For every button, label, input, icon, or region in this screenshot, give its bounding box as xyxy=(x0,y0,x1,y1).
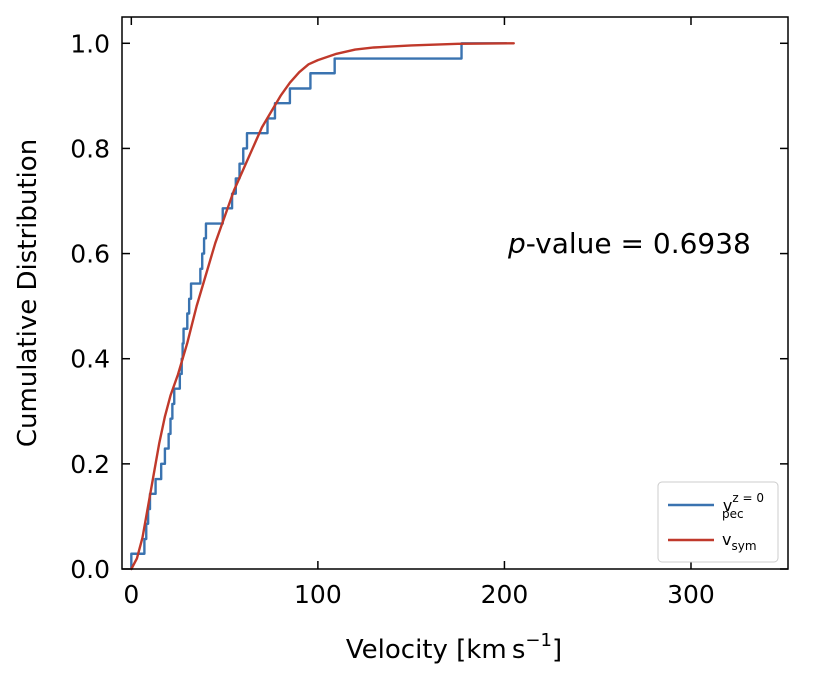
x-tick-label: 0 xyxy=(123,580,139,609)
x-tick-label: 300 xyxy=(667,580,715,609)
legend-label-vpec: vz = 0 pec xyxy=(722,491,764,521)
plot-frame xyxy=(121,16,789,570)
y-tick-label: 0.2 xyxy=(70,450,110,479)
legend-label-vsym: vsym xyxy=(722,530,757,553)
y-tick-label: 0.6 xyxy=(70,240,110,269)
legend-box xyxy=(657,481,779,563)
series-line-vpec xyxy=(130,42,508,571)
x-tick-label: 200 xyxy=(481,580,529,609)
y-axis-label: Cumulative Distribution xyxy=(13,139,43,447)
y-tick-label: 1.0 xyxy=(70,29,110,58)
series-line-vsym xyxy=(130,42,515,571)
legend: vz = 0 pec vsym xyxy=(657,481,779,563)
y-tick-label: 0.4 xyxy=(70,345,110,374)
ticks-group: 0 100 200 300 0.0 0.2 0.4 0.6 0.8 1.0 xyxy=(70,17,788,609)
y-tick-label: 0.0 xyxy=(70,555,110,584)
series-group xyxy=(130,42,515,571)
x-axis-label: Velocity [km s−1] xyxy=(346,630,562,665)
annotation-text: p-value = 0.6938 xyxy=(507,227,751,260)
x-tick-label: 100 xyxy=(294,580,342,609)
y-tick-label: 0.8 xyxy=(70,134,110,163)
